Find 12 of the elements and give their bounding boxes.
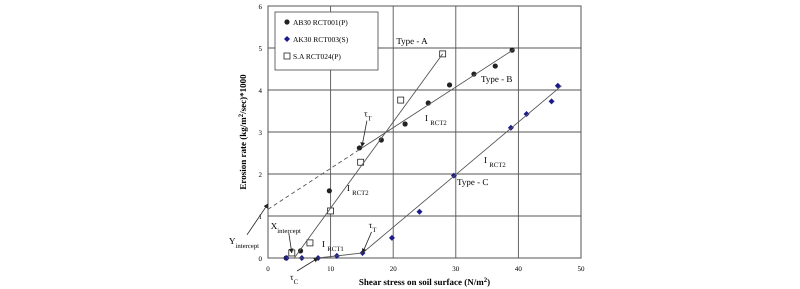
annotation: Y$_{intercept}$ [228, 236, 260, 250]
annotation: I $_{RCT2}$ [425, 113, 447, 126]
x-axis-title: Shear stress on soil surface (N/m$^{2}$) [358, 276, 490, 287]
annotation: X$_{intercept}$ [270, 220, 301, 234]
annotation: Type - C [457, 177, 488, 187]
annotation: I $_{RCT2}$ [346, 182, 369, 196]
annotation: I $_{RCT2}$ [484, 155, 506, 168]
annotation: Type - A [396, 36, 428, 46]
annotation: τ$_{T}$ [364, 108, 373, 122]
annotation: τ$_{C}$ [290, 272, 299, 286]
annotation: τ$_{T}$ [368, 220, 378, 234]
annotation: Type - B [481, 74, 512, 84]
